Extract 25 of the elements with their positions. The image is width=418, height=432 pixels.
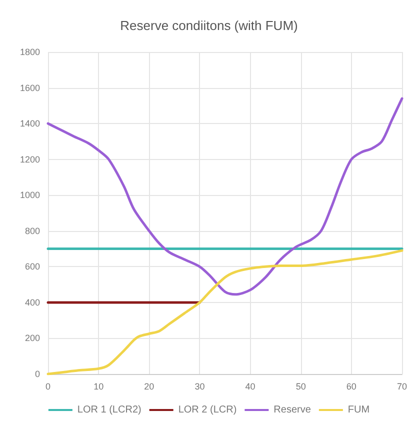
y-tick-label: 800 [24,226,40,236]
chart-title: Reserve condiitons (with FUM) [120,18,298,33]
y-tick-label: 1000 [20,190,40,200]
x-tick-label: 10 [94,382,104,392]
line-series [46,97,404,296]
line-series [46,249,404,376]
x-tick-label: 40 [245,382,256,392]
legend-label: Reserve [274,404,312,416]
y-tick-label: 200 [24,333,40,344]
y-tick-label: 0 [34,369,40,379]
y-tick-label: 1200 [20,154,40,164]
x-tick-label: 0 [45,382,51,392]
legend-label: LOR 1 (LCR2) [77,404,142,416]
y-tick-label: 1600 [20,82,40,93]
x-tick-label: 70 [396,382,407,392]
x-tick-label: 20 [144,382,154,392]
x-tick-label: 30 [194,382,205,392]
y-tick-label: 400 [24,297,40,308]
legend-label: LOR 2 (LCR) [178,404,237,416]
y-tick-label: 1800 [20,47,40,57]
y-tick-label: 600 [24,262,40,272]
x-tick-label: 50 [296,382,306,392]
legend-label: FUM [348,404,370,416]
y-tick-label: 1400 [20,118,40,129]
x-tick-label: 60 [346,382,356,392]
